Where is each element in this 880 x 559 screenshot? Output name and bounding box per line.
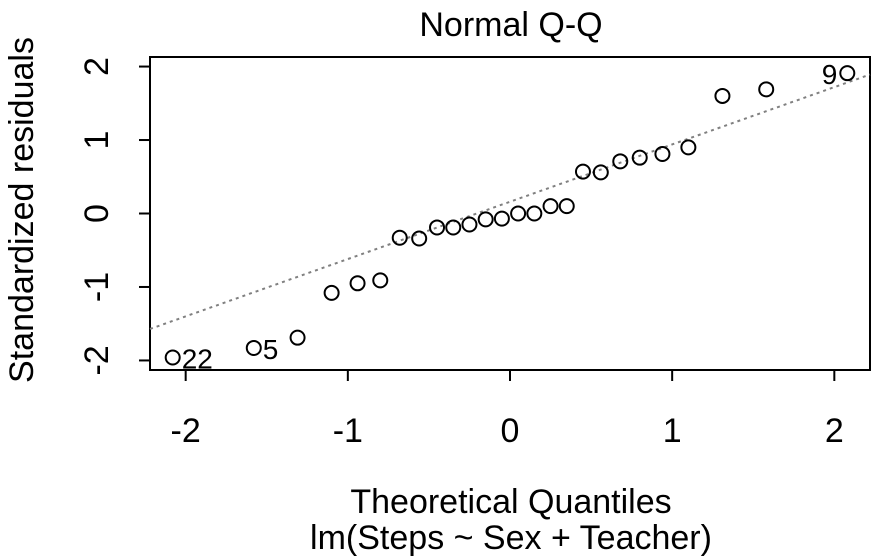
x-tick-label: 0: [501, 412, 520, 450]
data-point: [391, 229, 408, 246]
data-point: [612, 153, 629, 170]
data-point: [592, 164, 609, 181]
data-points: [164, 65, 856, 366]
y-axis: -2 -1 0 1 2: [78, 57, 151, 376]
chart-title: Normal Q-Q: [419, 6, 602, 44]
y-tick-label: 0: [78, 204, 116, 223]
plot-frame: [149, 56, 871, 371]
data-point: [542, 198, 559, 215]
data-point: [631, 149, 648, 166]
data-point: [245, 339, 262, 356]
data-point: [574, 163, 591, 180]
data-point: [758, 81, 775, 98]
y-tick-label: -1: [78, 272, 116, 302]
data-point: [323, 284, 340, 301]
reference-line: [149, 73, 871, 330]
model-formula-subtitle: lm(Steps ~ Sex + Teacher): [310, 519, 712, 557]
data-point: [510, 205, 527, 222]
y-tick-label: -2: [78, 345, 116, 375]
x-axis: -2 -1 0 1 2: [171, 369, 844, 450]
point-labels: 22 5 9: [182, 59, 838, 374]
data-point: [429, 219, 446, 236]
data-point: [654, 145, 671, 162]
y-tick-label: 2: [78, 57, 116, 76]
data-point: [714, 87, 731, 104]
point-label: 22: [182, 344, 213, 375]
x-axis-label: Theoretical Quantiles: [350, 483, 671, 521]
x-tick-label: 1: [663, 412, 682, 450]
data-point: [372, 272, 389, 289]
data-point: [839, 65, 856, 82]
data-point: [680, 139, 697, 156]
point-label: 5: [263, 334, 279, 365]
x-tick-label: 2: [825, 412, 844, 450]
y-axis-label: Standardized residuals: [3, 37, 41, 383]
data-point: [493, 210, 510, 227]
data-point: [558, 198, 575, 215]
data-point: [411, 230, 428, 247]
x-tick-label: -2: [171, 412, 201, 450]
data-point: [445, 219, 462, 236]
data-point: [349, 275, 366, 292]
data-point: [289, 329, 306, 346]
data-point: [526, 205, 543, 222]
x-tick-label: -1: [333, 412, 363, 450]
data-point: [461, 216, 478, 233]
point-label: 9: [822, 59, 838, 90]
data-point: [164, 349, 181, 366]
data-point: [477, 211, 494, 228]
y-tick-label: 1: [78, 131, 116, 150]
